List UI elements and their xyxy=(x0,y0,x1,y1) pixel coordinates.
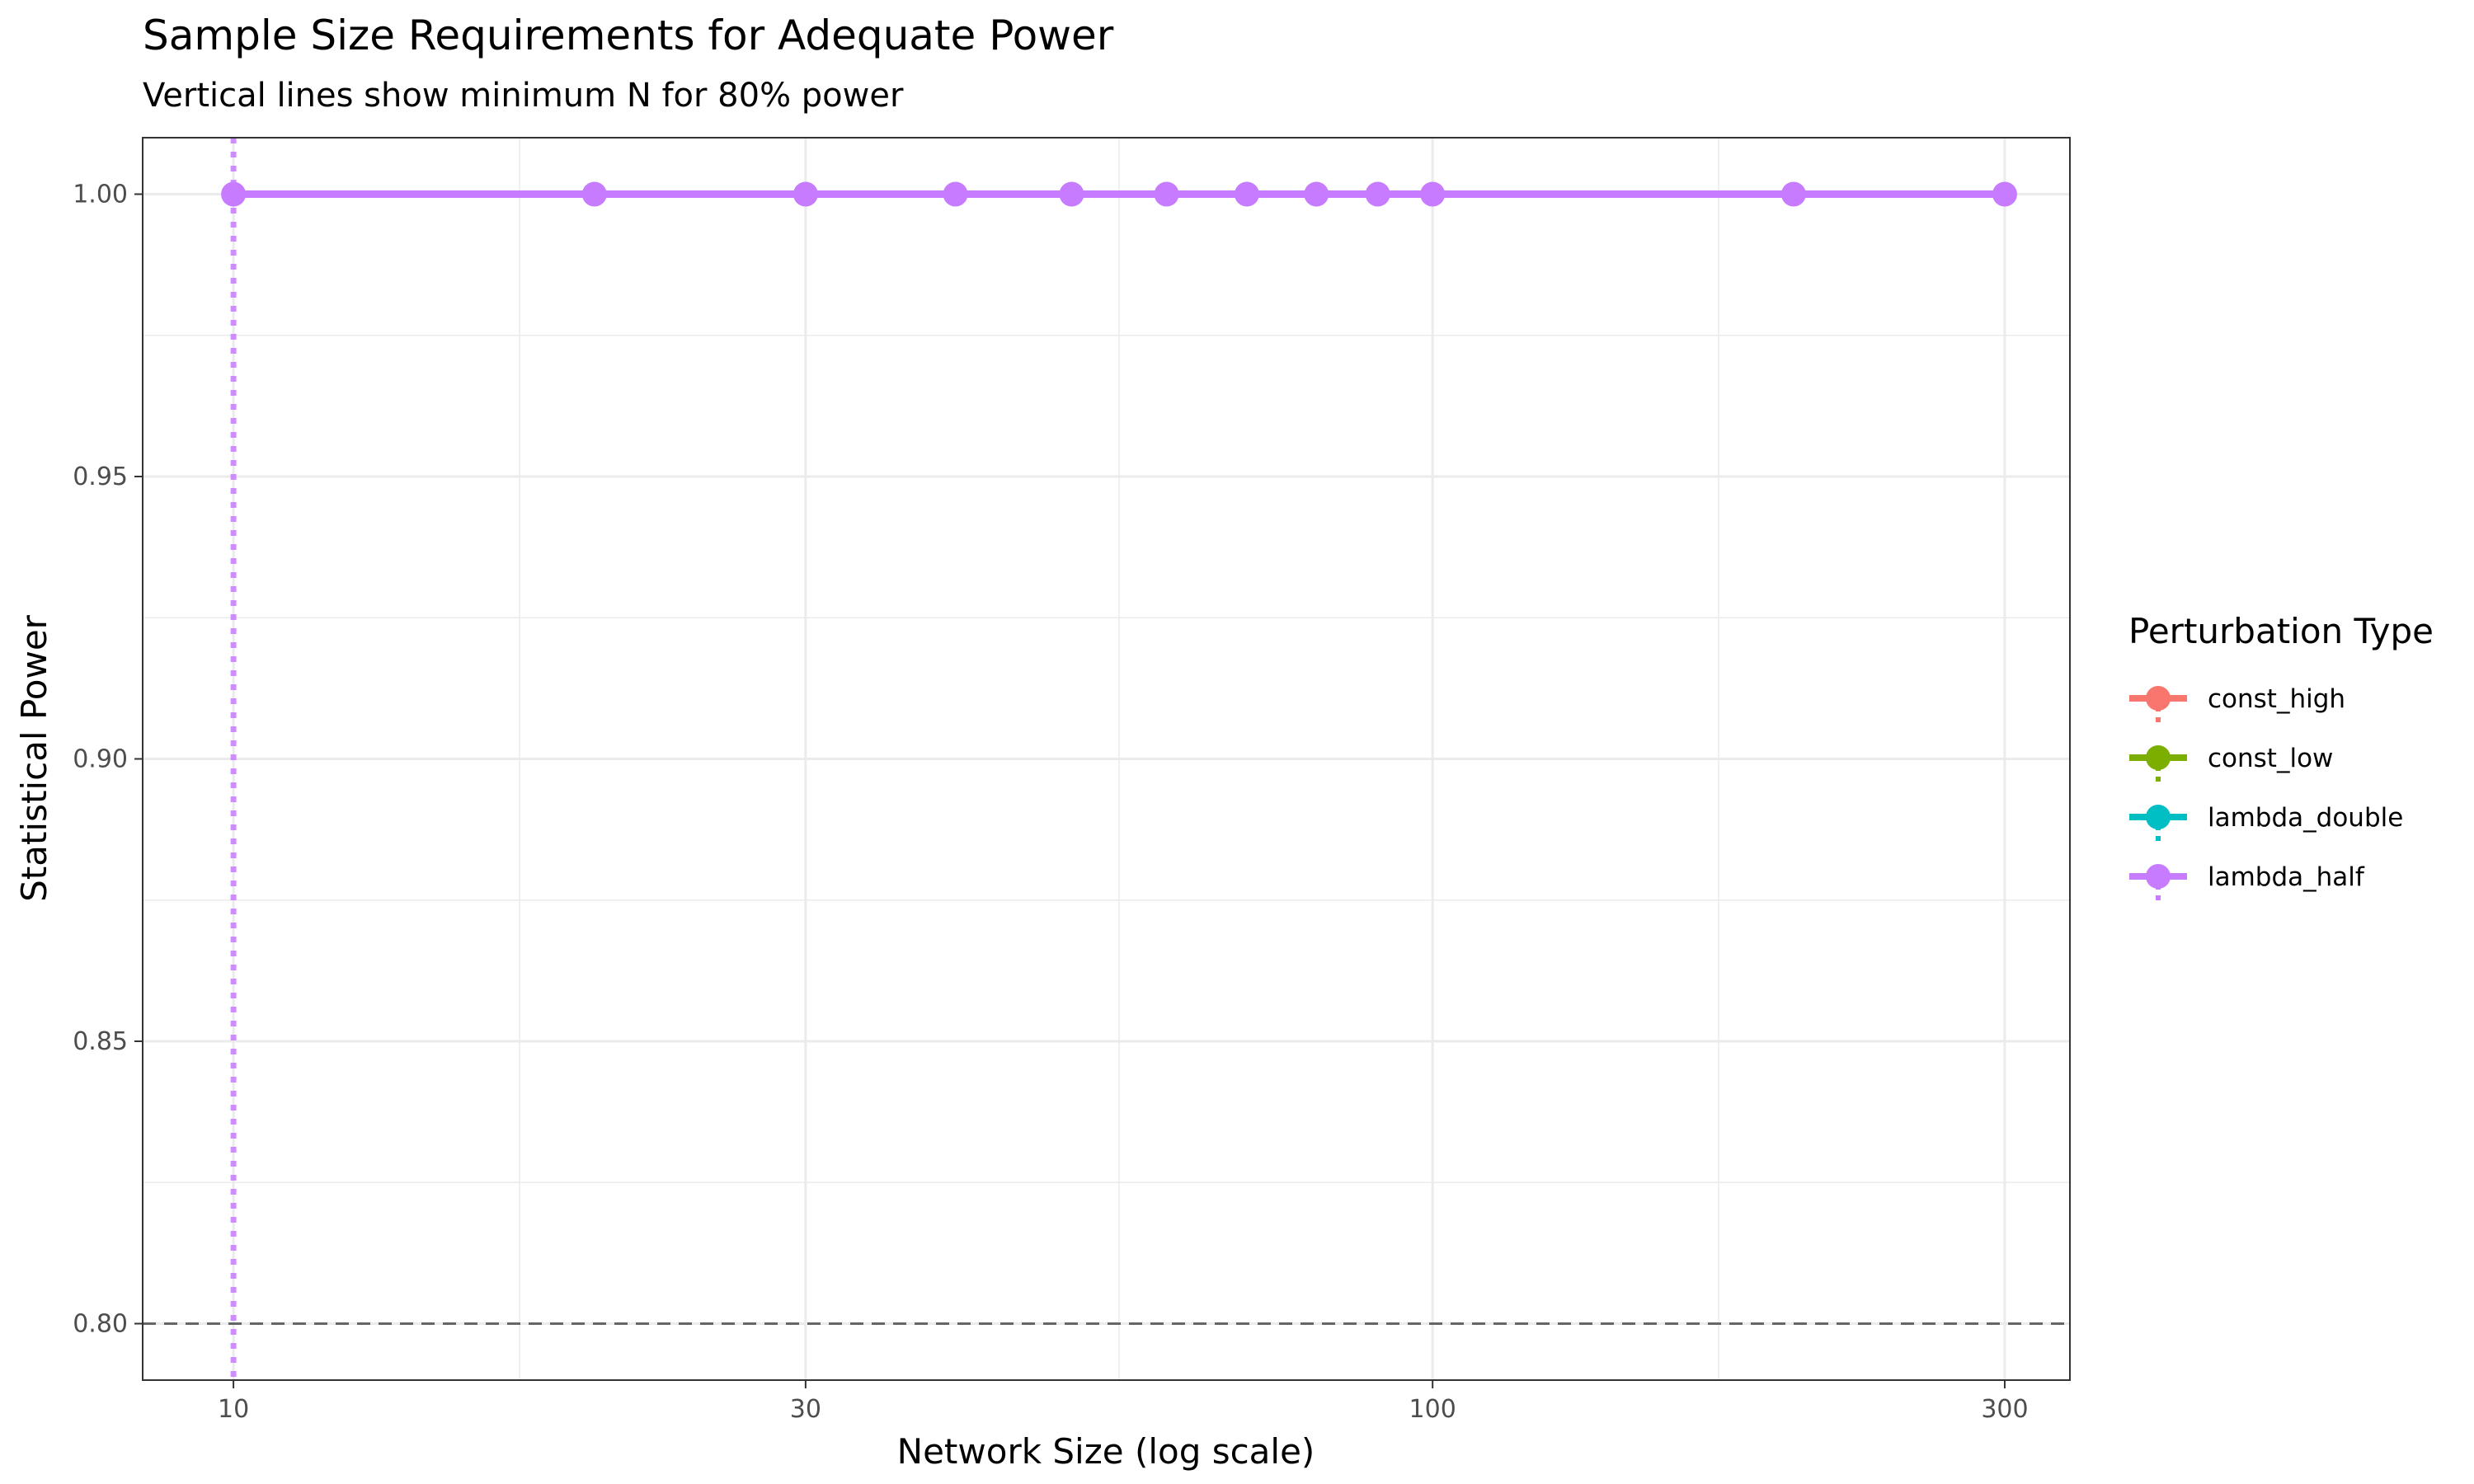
data-point-lambda_half xyxy=(1234,181,1259,207)
data-point-lambda_half xyxy=(1420,181,1446,207)
data-point-lambda_half xyxy=(793,181,818,207)
legend-item-const_low: const_low xyxy=(2129,744,2333,787)
data-point-lambda_half xyxy=(1780,181,1806,207)
legend-label: lambda_double xyxy=(2208,803,2403,833)
x-tick-label: 30 xyxy=(790,1395,821,1424)
x-axis: 10 30 100 300 xyxy=(218,1380,2029,1424)
plot-area xyxy=(142,137,2071,1381)
legend-key-point xyxy=(2146,745,2171,770)
x-tick-label: 10 xyxy=(218,1395,249,1424)
x-axis-title: Network Size (log scale) xyxy=(897,1431,1315,1472)
y-tick-label: 0.80 xyxy=(73,1310,128,1339)
data-point-lambda_half xyxy=(1304,181,1329,207)
x-tick-label: 300 xyxy=(1981,1395,2028,1424)
data-point-lambda_half xyxy=(1365,181,1390,207)
legend-key-point xyxy=(2146,686,2171,711)
legend-label: const_low xyxy=(2208,744,2333,773)
y-tick-label: 0.95 xyxy=(73,463,128,491)
legend-label: const_high xyxy=(2208,684,2345,714)
y-axis: 0.80 0.85 0.90 0.95 1.00 xyxy=(73,181,143,1339)
legend-item-lambda_half: lambda_half xyxy=(2129,862,2365,906)
legend-item-lambda_double: lambda_double xyxy=(2129,803,2403,847)
data-point-lambda_half xyxy=(1154,181,1179,207)
x-tick-label: 100 xyxy=(1409,1395,1456,1424)
legend-label: lambda_half xyxy=(2208,862,2365,892)
legend-item-const_high: const_high xyxy=(2129,684,2345,728)
data-point-lambda_half xyxy=(943,181,968,207)
data-point-lambda_half xyxy=(1992,181,2017,207)
legend-title: Perturbation Type xyxy=(2128,611,2434,651)
legend-key-point xyxy=(2146,805,2171,829)
y-tick-label: 0.90 xyxy=(73,745,128,774)
series-points xyxy=(221,181,2017,207)
legend: Perturbation Type const_high const_lowlam… xyxy=(2128,611,2434,906)
legend-key-point xyxy=(2146,864,2171,889)
y-tick-label: 0.85 xyxy=(73,1027,128,1056)
y-tick-label: 1.00 xyxy=(73,181,128,209)
chart-title: Sample Size Requirements for Adequate Po… xyxy=(143,12,1114,59)
data-point-lambda_half xyxy=(1059,181,1084,207)
chart-subtitle: Vertical lines show minimum N for 80% po… xyxy=(143,77,904,115)
data-point-lambda_half xyxy=(581,181,607,207)
data-point-lambda_half xyxy=(221,181,247,207)
y-axis-title: Statistical Power xyxy=(14,614,54,902)
